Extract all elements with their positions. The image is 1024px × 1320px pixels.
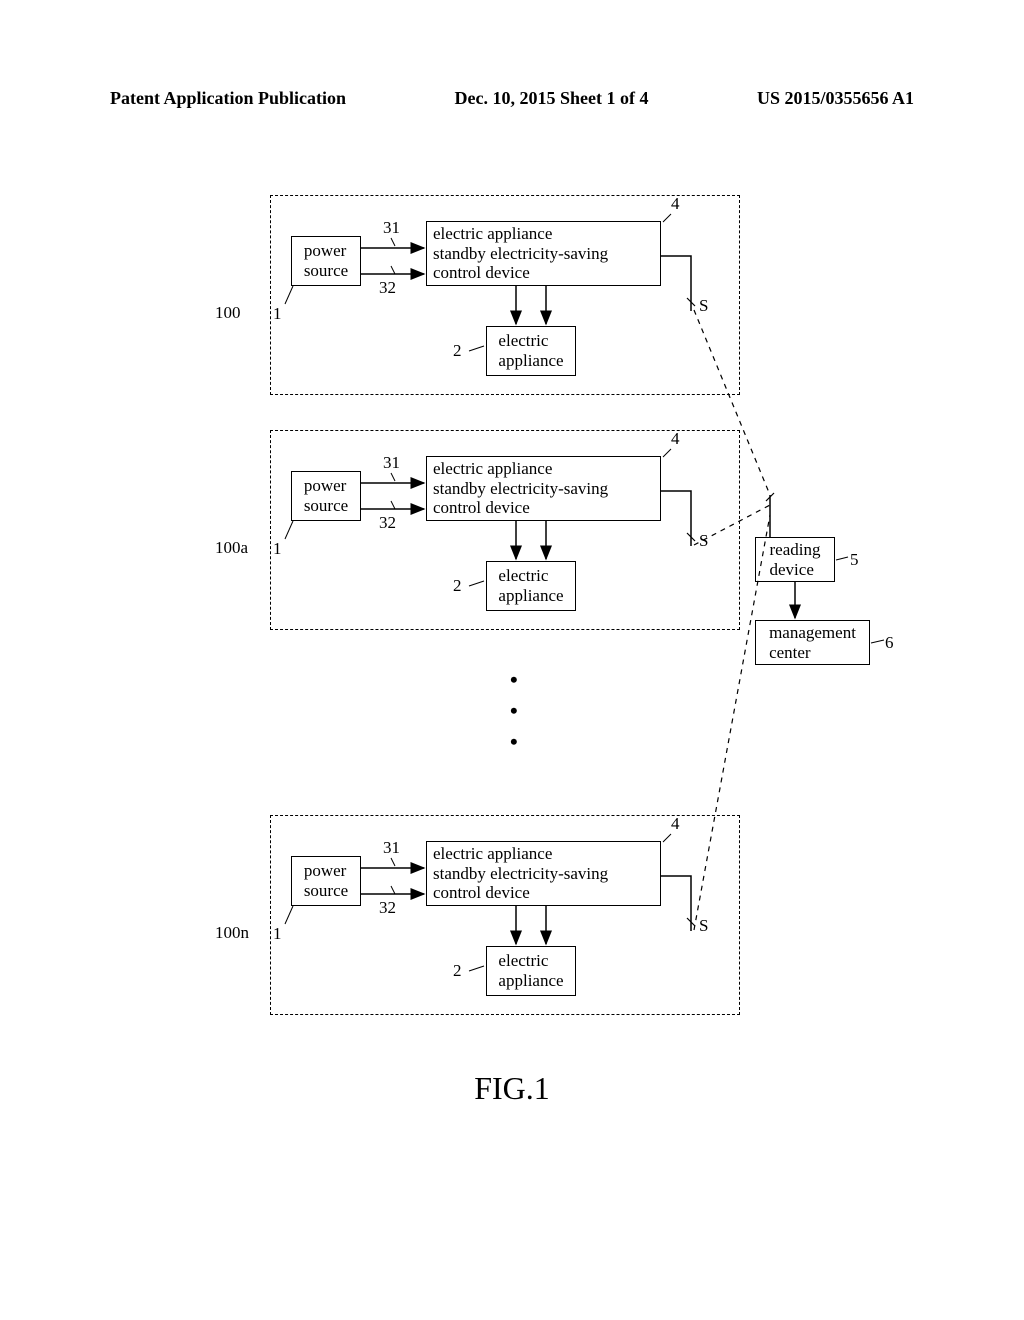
label-31: 31	[383, 218, 400, 238]
management-center-box: management center	[755, 620, 870, 665]
label-s: S	[699, 296, 708, 316]
page-header: Patent Application Publication Dec. 10, …	[0, 88, 1024, 109]
power-source-box: power source	[291, 856, 361, 906]
power-source-box: power source	[291, 471, 361, 521]
header-left: Patent Application Publication	[110, 88, 346, 109]
label-1: 1	[273, 539, 282, 559]
figure-caption: FIG.1	[0, 1070, 1024, 1107]
appliance-box: electric appliance	[486, 561, 576, 611]
label-1: 1	[273, 924, 282, 944]
label-2: 2	[453, 961, 462, 981]
label-6: 6	[885, 633, 894, 653]
ellipsis-dots: •••	[510, 665, 518, 757]
appliance-box: electric appliance	[486, 946, 576, 996]
diagram: power source electric appliance standby …	[200, 195, 920, 1015]
unit-label-100: 100	[215, 303, 241, 323]
label-4: 4	[671, 814, 680, 834]
control-device-box: electric appliance standby electricity-s…	[426, 456, 661, 521]
label-32: 32	[379, 513, 396, 533]
unit-label-100a: 100a	[215, 538, 248, 558]
unit-label-100n: 100n	[215, 923, 249, 943]
label-32: 32	[379, 898, 396, 918]
label-s: S	[699, 916, 708, 936]
label-31: 31	[383, 838, 400, 858]
label-31: 31	[383, 453, 400, 473]
unit-100: power source electric appliance standby …	[270, 195, 740, 395]
label-5: 5	[850, 550, 859, 570]
reading-device-box: reading device	[755, 537, 835, 582]
unit-100a: power source electric appliance standby …	[270, 430, 740, 630]
label-2: 2	[453, 576, 462, 596]
label-1: 1	[273, 304, 282, 324]
header-center: Dec. 10, 2015 Sheet 1 of 4	[455, 88, 649, 109]
label-2: 2	[453, 341, 462, 361]
control-device-box: electric appliance standby electricity-s…	[426, 841, 661, 906]
label-32: 32	[379, 278, 396, 298]
label-s: S	[699, 531, 708, 551]
appliance-box: electric appliance	[486, 326, 576, 376]
control-device-box: electric appliance standby electricity-s…	[426, 221, 661, 286]
label-4: 4	[671, 194, 680, 214]
header-right: US 2015/0355656 A1	[757, 88, 914, 109]
label-4: 4	[671, 429, 680, 449]
unit-100n: power source electric appliance standby …	[270, 815, 740, 1015]
power-source-box: power source	[291, 236, 361, 286]
